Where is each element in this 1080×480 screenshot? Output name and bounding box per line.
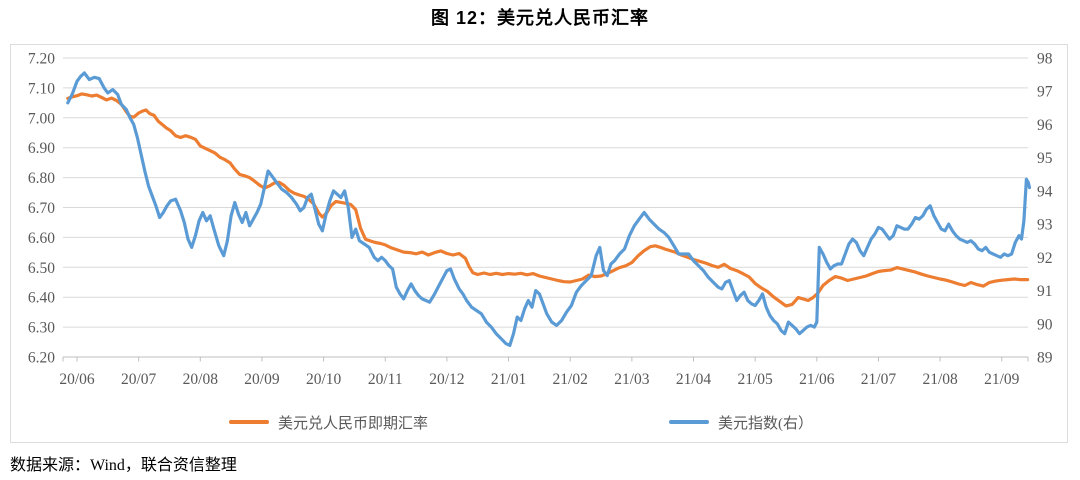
left-axis-tick-label: 7.10 [28,80,55,97]
legend-item-usd-index: 美元指数(右） [669,411,813,433]
legend-line-swatch-orange [229,420,269,424]
right-axis-tick-label: 89 [1037,350,1053,367]
x-axis-tick-label: 20/07 [121,371,157,388]
x-axis-tick-label: 20/08 [183,371,219,388]
x-axis-tick-label: 20/10 [306,371,342,388]
legend-label-usdcny-spot: 美元兑人民币即期汇率 [278,415,429,432]
x-axis-tick-label: 21/04 [676,371,712,388]
series-line-usdcny-spot [66,92,1030,308]
axis-labels: 7.20 7.10 7.00 6.90 6.80 6.70 6.60 6.50 6.40 6.30… [28,51,1053,389]
x-axis-tick-label: 21/07 [861,371,897,388]
left-axis-tick-label: 6.70 [28,200,55,217]
chart-title: 图 12：美元兑人民币汇率 [430,8,650,28]
x-axis-tick-label: 21/02 [553,371,588,388]
legend-label-usd-index: 美元指数(右） [718,415,813,432]
x-axis-tick-label: 21/09 [984,371,1020,388]
left-axis-tick-label: 6.80 [28,170,55,187]
left-axis-tick-label: 7.20 [28,51,55,68]
x-axis-tick-label: 20/09 [244,371,280,388]
x-axis-tick-label: 20/12 [429,371,464,388]
right-axis-tick-label: 90 [1037,316,1053,333]
data-source-note: 数据来源：Wind，联合资信整理 [10,457,237,474]
right-axis-tick-label: 92 [1037,250,1053,267]
right-axis-tick-label: 94 [1037,183,1053,200]
legend-item-usdcny-spot: 美元兑人民币即期汇率 [229,411,428,433]
x-axis-tick-label: 20/11 [368,371,403,388]
left-axis-tick-label: 6.90 [28,140,55,157]
right-axis-tick-label: 96 [1037,117,1053,134]
x-axis-tick-label: 21/03 [614,371,650,388]
right-axis-tick-label: 91 [1037,283,1053,300]
series-line-usd-index [66,71,1032,347]
left-axis-tick-label: 6.50 [28,260,55,277]
x-axis [62,356,1029,362]
right-axis-tick-label: 93 [1037,217,1053,234]
chart-frame [10,44,1068,443]
left-axis-tick-label: 6.40 [28,290,55,307]
left-axis-tick-label: 6.60 [28,230,55,247]
right-axis-tick-label: 98 [1037,51,1053,68]
chart-legend: 美元兑人民币即期汇率 美元指数(右） [0,411,1080,433]
right-axis-tick-label: 95 [1037,150,1053,167]
left-axis-tick-label: 7.00 [28,110,55,127]
x-axis-tick-label: 20/06 [59,371,95,388]
x-axis-tick-label: 21/01 [491,371,526,388]
x-axis-tick-label: 21/06 [799,371,835,388]
left-axis-tick-label: 6.30 [28,320,55,337]
right-axis-tick-label: 97 [1037,84,1053,101]
x-axis-tick-label: 21/05 [737,371,773,388]
legend-line-swatch-blue [669,420,709,424]
x-axis-tick-label: 21/08 [922,371,958,388]
data-series [66,71,1032,347]
left-axis-tick-label: 6.20 [28,350,55,367]
